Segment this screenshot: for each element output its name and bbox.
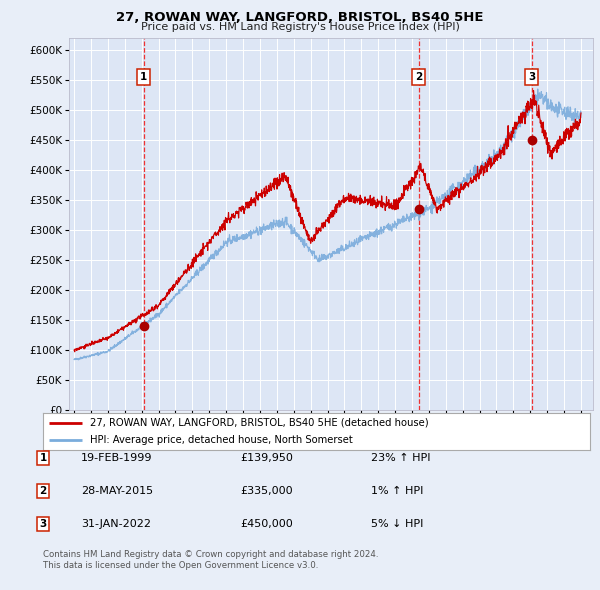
Text: 23% ↑ HPI: 23% ↑ HPI (371, 453, 430, 463)
Text: This data is licensed under the Open Government Licence v3.0.: This data is licensed under the Open Gov… (43, 561, 319, 570)
Text: 1% ↑ HPI: 1% ↑ HPI (371, 486, 423, 496)
Text: 1: 1 (40, 453, 47, 463)
Text: 3: 3 (528, 73, 535, 83)
Text: £139,950: £139,950 (240, 453, 293, 463)
Text: 27, ROWAN WAY, LANGFORD, BRISTOL, BS40 5HE: 27, ROWAN WAY, LANGFORD, BRISTOL, BS40 5… (116, 11, 484, 24)
Text: 31-JAN-2022: 31-JAN-2022 (81, 519, 151, 529)
Text: 2: 2 (40, 486, 47, 496)
Text: 19-FEB-1999: 19-FEB-1999 (81, 453, 152, 463)
Text: £335,000: £335,000 (240, 486, 293, 496)
Text: 3: 3 (40, 519, 47, 529)
Text: £450,000: £450,000 (240, 519, 293, 529)
Text: 1: 1 (140, 73, 148, 83)
Text: 27, ROWAN WAY, LANGFORD, BRISTOL, BS40 5HE (detached house): 27, ROWAN WAY, LANGFORD, BRISTOL, BS40 5… (90, 418, 428, 428)
Text: 5% ↓ HPI: 5% ↓ HPI (371, 519, 423, 529)
Text: Contains HM Land Registry data © Crown copyright and database right 2024.: Contains HM Land Registry data © Crown c… (43, 550, 379, 559)
Text: 2: 2 (415, 73, 422, 83)
Text: Price paid vs. HM Land Registry's House Price Index (HPI): Price paid vs. HM Land Registry's House … (140, 22, 460, 32)
Text: HPI: Average price, detached house, North Somerset: HPI: Average price, detached house, Nort… (90, 435, 352, 445)
Text: 28-MAY-2015: 28-MAY-2015 (81, 486, 153, 496)
